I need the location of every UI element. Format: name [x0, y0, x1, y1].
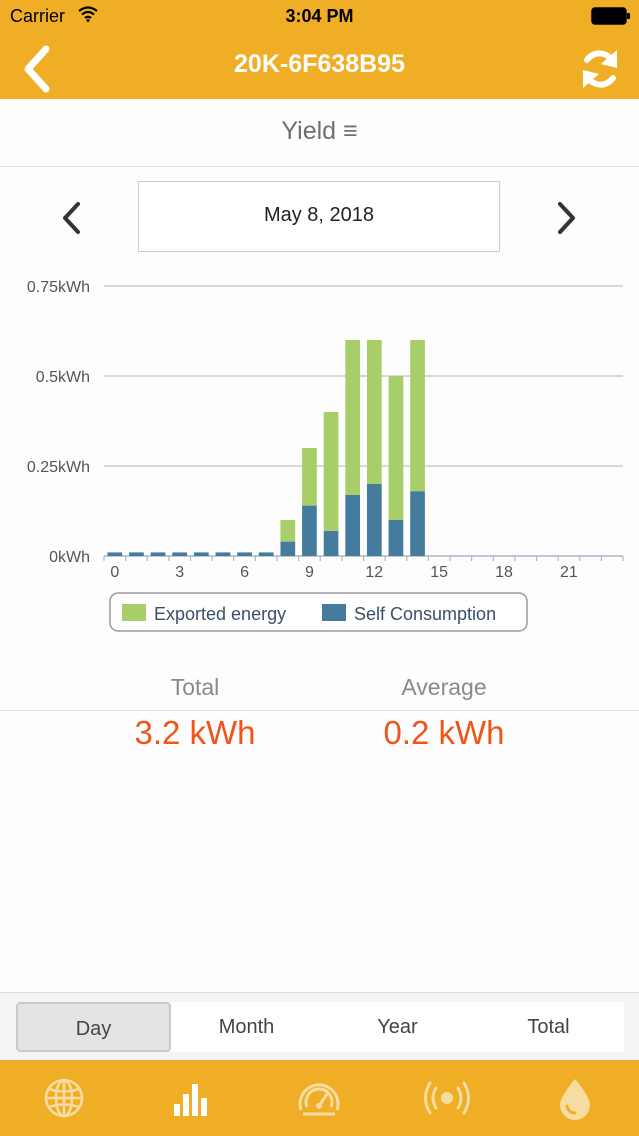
- period-day-button[interactable]: Day: [16, 1002, 171, 1052]
- total-label: Total: [170, 674, 220, 700]
- x-tick-label: 21: [560, 564, 578, 581]
- bar-self-consumption: [129, 552, 144, 556]
- date-label: May 8, 2018: [263, 204, 375, 226]
- bar-self-consumption: [172, 552, 188, 556]
- bar-self-consumption: [107, 552, 123, 556]
- tab-drop[interactable]: [545, 1068, 605, 1128]
- total-value: 3.2 kWh: [134, 714, 256, 751]
- tab-globe[interactable]: [34, 1068, 94, 1128]
- bar-self-consumption: [388, 520, 404, 556]
- bar-chart-icon: [173, 1084, 207, 1116]
- tab-signal[interactable]: [417, 1068, 477, 1128]
- y-tick-label: 0kWh: [49, 549, 90, 566]
- prev-date-button[interactable]: [56, 196, 86, 240]
- y-tick-label: 0.25kWh: [27, 459, 90, 476]
- header: Carrier 3:04 PM 20K-6F638B95: [0, 0, 639, 99]
- bar-self-consumption: [345, 494, 361, 556]
- bar-self-consumption: [366, 484, 382, 556]
- x-tick-label: 18: [495, 564, 513, 581]
- drop-icon: [560, 1079, 591, 1120]
- refresh-button[interactable]: [579, 46, 621, 92]
- bar-self-consumption: [237, 552, 252, 556]
- y-tick-label: 0.5kWh: [36, 369, 90, 386]
- period-selector: Day Month Year Total: [0, 992, 639, 1060]
- bar-exported-energy: [323, 412, 339, 531]
- average-label: Average: [401, 674, 487, 700]
- y-tick-label: 0.75kWh: [27, 279, 90, 296]
- status-bar: Carrier 3:04 PM: [0, 0, 639, 34]
- next-date-button[interactable]: [552, 196, 582, 240]
- gauge-icon: [299, 1083, 340, 1116]
- bar-self-consumption: [323, 530, 339, 556]
- bar-exported-energy: [366, 340, 382, 484]
- yield-chart: 0kWh 0.25kWh 0.5kWh 0.75kWh 0 3 6 9 12 15 18 21 Expo…: [27, 279, 624, 632]
- battery-icon: [591, 7, 630, 25]
- clock: 3:04 PM: [285, 6, 354, 26]
- bar-exported-energy: [280, 520, 296, 542]
- x-tick-label: 0: [110, 564, 119, 581]
- carrier-label: Carrier: [10, 6, 66, 26]
- tab-gauge[interactable]: [289, 1068, 349, 1128]
- bar-self-consumption: [258, 552, 274, 556]
- x-tick-label: 6: [240, 564, 249, 581]
- section-title[interactable]: Yield ≡: [281, 117, 358, 145]
- period-year-button[interactable]: Year: [377, 1016, 418, 1038]
- chart-legend: [109, 592, 528, 632]
- legend-swatch: [122, 604, 146, 621]
- device-title: 20K-6F638B95: [234, 50, 405, 78]
- bar-exported-energy: [388, 376, 404, 520]
- tab-bar: [0, 1060, 639, 1136]
- bar-self-consumption: [150, 552, 166, 556]
- section-header[interactable]: Yield ≡: [0, 99, 639, 167]
- bar-exported-energy: [345, 340, 361, 495]
- date-selector[interactable]: May 8, 2018: [138, 181, 500, 252]
- bar-self-consumption: [215, 552, 231, 556]
- bar-exported-energy: [410, 340, 425, 492]
- stats-divider: [0, 710, 639, 711]
- bar-self-consumption: [280, 541, 296, 556]
- x-tick-label: 12: [365, 564, 383, 581]
- period-segmented-control: Day Month Year Total: [16, 1002, 624, 1052]
- period-month-button[interactable]: Month: [218, 1016, 275, 1038]
- bar-exported-energy: [302, 448, 317, 506]
- legend-label: Self Consumption: [354, 604, 496, 624]
- bar-self-consumption: [193, 552, 209, 556]
- tab-statistics[interactable]: [162, 1068, 222, 1128]
- bar-self-consumption: [410, 491, 425, 556]
- bar-self-consumption: [302, 505, 317, 556]
- average-value: 0.2 kWh: [383, 714, 505, 751]
- signal-icon: [424, 1081, 471, 1115]
- x-tick-label: 9: [305, 564, 314, 581]
- legend-swatch: [322, 604, 346, 621]
- back-button[interactable]: [18, 44, 58, 94]
- x-tick-label: 15: [430, 564, 448, 581]
- period-total-button[interactable]: Total: [527, 1016, 570, 1038]
- wifi-icon: [78, 6, 98, 22]
- globe-icon: [44, 1078, 84, 1118]
- legend-label: Exported energy: [154, 604, 286, 624]
- x-tick-label: 3: [175, 564, 184, 581]
